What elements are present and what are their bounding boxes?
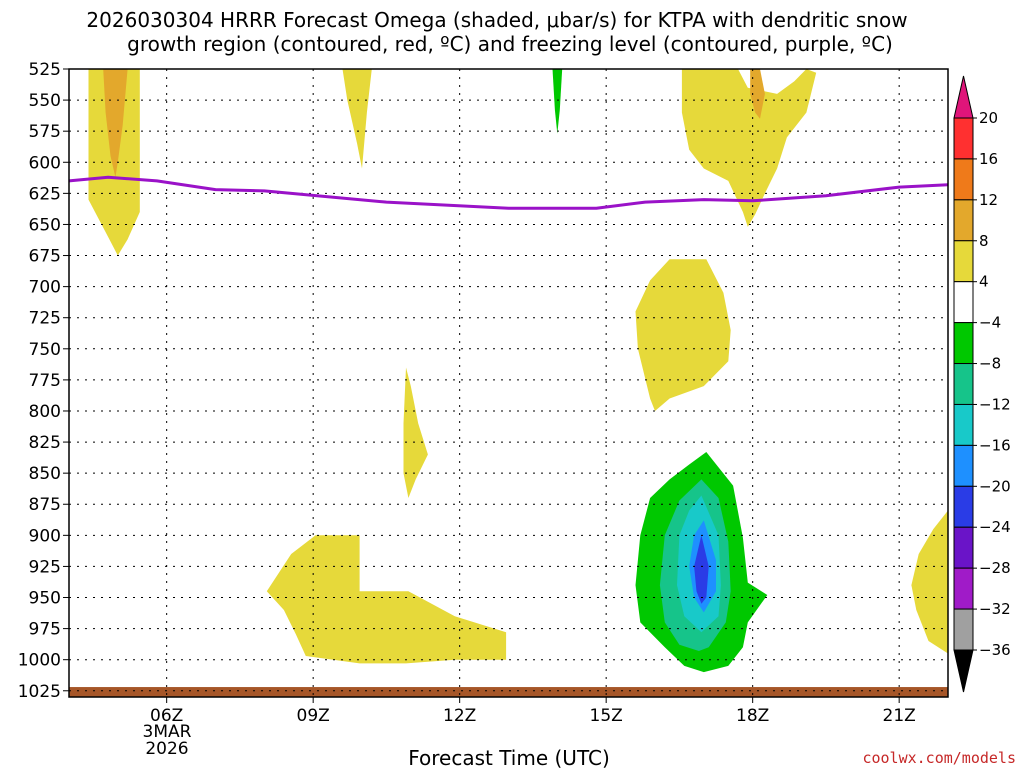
- colorbar-band-5: [953, 281, 974, 324]
- x-axis: 06Z 09Z 12Z 15Z 18Z 21Z: [150, 697, 916, 726]
- colorbar-band-10: [953, 485, 974, 528]
- y-tick-label-825: 825: [29, 433, 61, 453]
- omega-region-3: [342, 69, 372, 169]
- omega-region-9: [266, 535, 507, 664]
- colorbar-label-6: −4: [979, 314, 1001, 332]
- colorbar-label-5: 4: [979, 273, 989, 291]
- colorbar-label-2: 16: [979, 150, 998, 168]
- colorbar-label-1: 20: [979, 109, 998, 127]
- y-tick-label-550: 550: [29, 91, 61, 111]
- colorbar-band-13: [953, 608, 974, 651]
- gridlines: [69, 69, 948, 697]
- chart-title-line-1: 2026030304 HRRR Forecast Omega (shaded, …: [86, 8, 907, 32]
- omega-region-6: [750, 69, 765, 119]
- colorbar-band-8: [953, 403, 974, 446]
- colorbar-label-9: −16: [979, 436, 1011, 454]
- y-tick-label-775: 775: [29, 371, 61, 391]
- x-tick-label-06Z: 06Z: [150, 706, 183, 726]
- y-tick-label-975: 975: [29, 620, 61, 640]
- colorbar-band-12: [953, 567, 974, 610]
- colorbar-band-9: [953, 444, 974, 487]
- colorbar-label-4: 8: [979, 232, 989, 250]
- y-tick-label-750: 750: [29, 340, 61, 360]
- omega-region-8: [403, 367, 428, 498]
- y-tick-label-725: 725: [29, 309, 61, 329]
- x-tick-label-21Z: 21Z: [883, 706, 916, 726]
- y-axis: 525 550 575 600 625 650 675 700 725 750 775 800 825 8…: [18, 60, 69, 702]
- colorbar: 20 16 12 8 4 −4 −8 −12 −16 −20 −24 −28 −32 −36: [953, 75, 1011, 693]
- y-tick-label-625: 625: [29, 184, 61, 204]
- y-tick-label-1025: 1025: [18, 682, 61, 702]
- omega-region-7: [635, 259, 731, 411]
- colorbar-label-12: −28: [979, 559, 1011, 577]
- colorbar-band-6: [953, 322, 974, 365]
- colorbar-label-3: 12: [979, 191, 998, 209]
- x-tick-label-18Z: 18Z: [736, 706, 769, 726]
- colorbar-label-11: −24: [979, 518, 1011, 536]
- omega-region-2: [103, 69, 128, 178]
- y-tick-label-900: 900: [29, 526, 61, 546]
- y-tick-label-675: 675: [29, 247, 61, 267]
- colorbar-band-3: [953, 199, 974, 242]
- colorbar-label-7: −8: [979, 355, 1001, 373]
- colorbar-band-4: [953, 240, 974, 283]
- x-axis-title: Forecast Time (UTC): [408, 746, 610, 768]
- omega-region-4: [552, 69, 563, 134]
- y-tick-label-950: 950: [29, 589, 61, 609]
- colorbar-label-13: −32: [979, 600, 1011, 618]
- chart-title-line-2: growth region (contoured, red, ºC) and f…: [127, 32, 893, 56]
- y-tick-label-700: 700: [29, 278, 61, 298]
- y-tick-label-875: 875: [29, 495, 61, 515]
- y-tick-label-1000: 1000: [18, 651, 61, 671]
- colorbar-top-arrow: [953, 75, 974, 119]
- freezing-level-layer: [68, 175, 949, 210]
- omega-shading-layer: [88, 69, 948, 673]
- y-tick-label-575: 575: [29, 122, 61, 142]
- y-tick-label-525: 525: [29, 60, 61, 80]
- omega-region-15: [911, 510, 948, 654]
- y-tick-label-925: 925: [29, 557, 61, 577]
- date-label-year: 2026: [145, 739, 188, 759]
- x-tick-label-12Z: 12Z: [443, 706, 476, 726]
- omega-region-5: [681, 69, 817, 227]
- colorbar-band-7: [953, 363, 974, 405]
- plot-frame: [68, 68, 949, 698]
- date-label-month: 3MAR: [143, 722, 192, 742]
- colorbar-band-11: [953, 526, 974, 569]
- surface-band: [69, 687, 948, 697]
- y-tick-label-800: 800: [29, 402, 61, 422]
- y-tick-label-650: 650: [29, 215, 61, 235]
- colorbar-band-1: [953, 117, 974, 160]
- colorbar-bottom-arrow: [953, 649, 974, 693]
- colorbar-label-14: −36: [979, 641, 1011, 659]
- credit-text: coolwx.com/models: [862, 749, 1016, 767]
- colorbar-label-10: −20: [979, 477, 1011, 495]
- y-tick-label-850: 850: [29, 464, 61, 484]
- omega-region-14: [694, 535, 709, 604]
- y-tick-label-600: 600: [29, 153, 61, 173]
- x-tick-label-15Z: 15Z: [590, 706, 623, 726]
- freezing-level-line: [68, 175, 949, 210]
- colorbar-label-8: −12: [979, 395, 1011, 413]
- surface-layer: [69, 687, 948, 697]
- x-tick-label-09Z: 09Z: [297, 706, 330, 726]
- colorbar-band-2: [953, 158, 974, 201]
